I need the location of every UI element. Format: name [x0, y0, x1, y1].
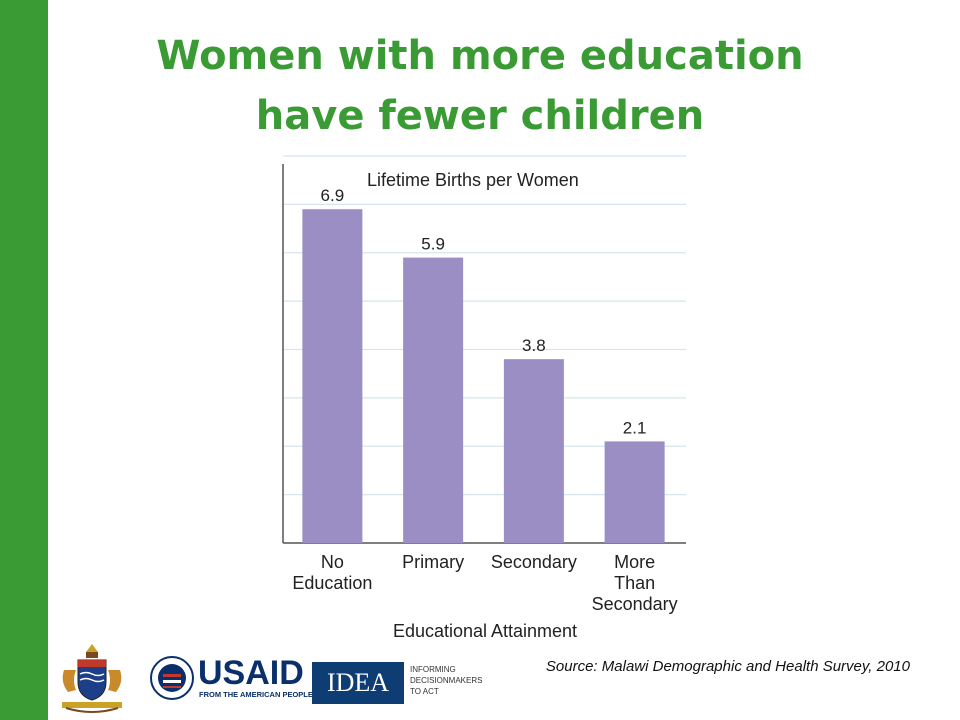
page-title: Women with more education have fewer chi…: [60, 26, 900, 146]
idea-tagline-line-1: INFORMING: [410, 665, 456, 674]
bar-4: [604, 441, 665, 543]
data-label-3: 3.8: [522, 336, 546, 355]
x-tick-label-3-line-1: Secondary: [491, 552, 577, 572]
x-axis-title: Educational Attainment: [393, 621, 577, 641]
title-line-2: have fewer children: [255, 93, 705, 139]
bar-2: [403, 257, 464, 543]
x-tick-label-2-line-1: Primary: [402, 552, 464, 572]
data-label-1: 6.9: [321, 186, 345, 205]
source-citation: Source: Malawi Demographic and Health Su…: [545, 658, 910, 675]
usaid-seal-icon: [150, 656, 194, 700]
idea-tagline-line-3: TO ACT: [410, 687, 439, 696]
accent-sidebar: [0, 0, 48, 720]
data-label-2: 5.9: [421, 235, 445, 254]
x-tick-label-1-line-2: Education: [292, 573, 372, 593]
bar-3: [503, 359, 564, 543]
malawi-coat-of-arms-icon: [62, 644, 122, 713]
idea-logo: IDEA: [312, 662, 404, 704]
x-tick-label-4-line-3: Secondary: [592, 594, 678, 614]
x-tick-label-4-line-2: Than: [614, 573, 655, 593]
bar-1: [302, 209, 363, 543]
idea-tagline-line-2: DECISIONMAKERS: [410, 676, 483, 685]
usaid-tagline: FROM THE AMERICAN PEOPLE: [199, 690, 313, 699]
x-tick-label-1-line-1: No: [321, 552, 344, 572]
chart-title: Lifetime Births per Women: [367, 170, 579, 190]
usaid-logo: USAID: [198, 654, 304, 692]
title-line-1: Women with more education: [156, 33, 804, 79]
x-tick-label-4-line-1: More: [614, 552, 655, 572]
data-label-4: 2.1: [623, 418, 647, 437]
idea-tagline: INFORMING DECISIONMAKERS TO ACT: [410, 664, 490, 697]
